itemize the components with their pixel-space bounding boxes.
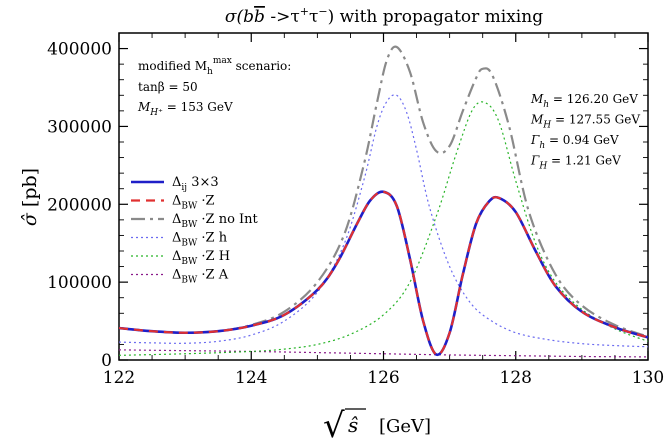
chart-title: σ(bb ->τ+τ−) with propagator mixing [225,5,543,27]
x-axis-sqrt: √ [323,406,345,443]
axes: 122 124 126 128 130 0 100000 200000 300000 400000 [47,33,664,388]
annotation-right-item: ΓH = 1.21 GeV [530,154,621,172]
legend-label-3: ΔBW ·Z h [172,231,228,249]
x-tick-label: 126 [367,368,399,388]
y-tick-label: 0 [101,351,112,371]
annotation-right: Mh = 126.20 GeV MH = 127.55 GeV Γh = 0.94 … [530,92,640,172]
y-tick-label: 200000 [47,195,112,215]
series-line-3 [119,94,648,348]
annotation-right-item: Γh = 0.94 GeV [530,133,619,151]
series-line-1 [119,190,648,356]
annotation-scenario: modified Mhmax scenario: [138,56,291,77]
y-tick-label: 300000 [47,117,112,137]
x-axis-unit: [GeV] [379,416,431,437]
legend-label-4: ΔBW ·Z H [172,249,230,267]
legend-label-1: ΔBW ·Z [172,194,215,212]
y-axis-label: σ̂ [pb] [19,168,41,226]
annotation-left: modified Mhmax scenario: tanβ = 50 MH⁺ =… [137,56,291,118]
annotation-right-item: MH = 127.55 GeV [530,113,640,131]
annotation-tanb: tanβ = 50 [138,80,198,94]
series-group [119,45,648,358]
series-line-5 [119,349,648,358]
legend-label-5: ΔBW ·Z A [172,268,229,286]
legend-label-0: Δij 3×3 [172,175,219,193]
x-tick-label: 124 [235,368,267,388]
x-axis-label: √ ŝ [GeV] [323,406,431,443]
y-tick-label: 100000 [47,273,112,293]
annotation-right-item: Mh = 126.20 GeV [530,92,638,110]
legend-label-2: ΔBW ·Z no Int [172,212,259,230]
annotation-mhplus: MH⁺ = 153 GeV [137,100,233,118]
y-tick-label: 400000 [47,40,112,60]
x-tick-label: 130 [632,368,664,388]
x-tick-label: 122 [103,368,135,388]
x-tick-label: 128 [500,368,532,388]
x-axis-s: ŝ [348,413,358,437]
